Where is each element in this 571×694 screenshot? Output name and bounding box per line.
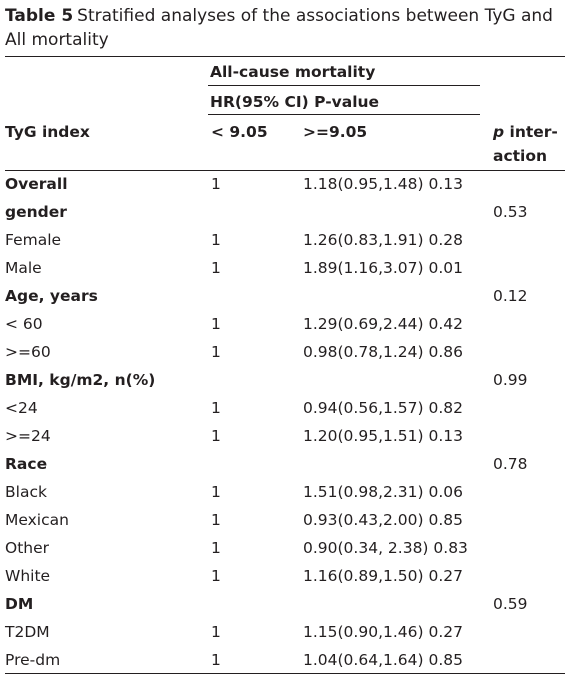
row-ref-low: 1	[211, 567, 221, 585]
row-label: <24	[5, 399, 38, 417]
row-label: Race	[5, 455, 48, 473]
table-row: Female 1 1.26(0.83,1.91) 0.28	[0, 230, 571, 254]
row-hr-high: 0.94(0.56,1.57) 0.82	[303, 399, 463, 417]
row-ref-low: 1	[211, 483, 221, 501]
row-hr-high: 0.98(0.78,1.24) 0.86	[303, 343, 463, 361]
table-row: Mexican 1 0.93(0.43,2.00) 0.85	[0, 510, 571, 534]
row-label: Overall	[5, 175, 68, 193]
table-row: Male 1 1.89(1.16,3.07) 0.01	[0, 258, 571, 282]
col-header-p-rest: inter-	[504, 123, 558, 141]
col-header-low: < 9.05	[211, 123, 268, 141]
row-p-interaction: 0.99	[493, 371, 528, 389]
table-row: Overall 1 1.18(0.95,1.48) 0.13	[0, 174, 571, 198]
top-rule	[5, 56, 565, 57]
table-caption-text: Stratified analyses of the associations …	[5, 6, 553, 50]
table-row: BMI, kg/m2, n(%) 0.99	[0, 370, 571, 394]
table-row: White 1 1.16(0.89,1.50) 0.27	[0, 566, 571, 590]
header-bottom-rule	[5, 170, 565, 171]
table-row: >=24 1 1.20(0.95,1.51) 0.13	[0, 426, 571, 450]
row-p-interaction: 0.78	[493, 455, 528, 473]
row-label: < 60	[5, 315, 43, 333]
row-label: Black	[5, 483, 47, 501]
row-label: Pre-dm	[5, 651, 61, 669]
bottom-rule	[5, 673, 565, 674]
row-ref-low: 1	[211, 175, 221, 193]
table-row: Other 1 0.90(0.34, 2.38) 0.83	[0, 538, 571, 562]
col-header-p-letter: p	[493, 123, 505, 141]
row-hr-high: 1.29(0.69,2.44) 0.42	[303, 315, 463, 333]
row-ref-low: 1	[211, 399, 221, 417]
row-ref-low: 1	[211, 315, 221, 333]
row-ref-low: 1	[211, 623, 221, 641]
table-row: < 60 1 1.29(0.69,2.44) 0.42	[0, 314, 571, 338]
row-label: >=60	[5, 343, 51, 361]
table-row: T2DM 1 1.15(0.90,1.46) 0.27	[0, 622, 571, 646]
sub-header-rule	[208, 114, 480, 115]
row-hr-high: 0.90(0.34, 2.38) 0.83	[303, 539, 468, 557]
table-row: >=60 1 0.98(0.78,1.24) 0.86	[0, 342, 571, 366]
row-hr-high: 0.93(0.43,2.00) 0.85	[303, 511, 463, 529]
col-header-p-interaction: p inter-	[493, 122, 558, 142]
sub-header: HR(95% CI) P-value	[210, 93, 380, 111]
row-ref-low: 1	[211, 651, 221, 669]
table-caption: Table 5 Stratified analyses of the associ…	[5, 4, 565, 52]
table-row: Black 1 1.51(0.98,2.31) 0.06	[0, 482, 571, 506]
table-caption-label: Table 5	[5, 6, 74, 26]
table-row: Age, years 0.12	[0, 286, 571, 310]
row-label: Age, years	[5, 287, 98, 305]
row-ref-low: 1	[211, 539, 221, 557]
row-ref-low: 1	[211, 511, 221, 529]
row-label: Male	[5, 259, 42, 277]
row-p-interaction: 0.53	[493, 203, 528, 221]
row-ref-low: 1	[211, 259, 221, 277]
row-label: >=24	[5, 427, 51, 445]
row-label: T2DM	[5, 623, 50, 641]
table-row: Pre-dm 1 1.04(0.64,1.64) 0.85	[0, 650, 571, 674]
row-hr-high: 1.04(0.64,1.64) 0.85	[303, 651, 463, 669]
col-header-p-line2: action	[493, 147, 548, 165]
row-p-interaction: 0.12	[493, 287, 528, 305]
table-row: <24 1 0.94(0.56,1.57) 0.82	[0, 398, 571, 422]
row-hr-high: 1.15(0.90,1.46) 0.27	[303, 623, 463, 641]
group-header: All-cause mortality	[210, 63, 376, 81]
group-header-rule	[208, 85, 480, 86]
table-row: DM 0.59	[0, 594, 571, 618]
col-header-tyg-index: TyG index	[5, 123, 90, 141]
row-hr-high: 1.20(0.95,1.51) 0.13	[303, 427, 463, 445]
row-ref-low: 1	[211, 343, 221, 361]
row-hr-high: 1.51(0.98,2.31) 0.06	[303, 483, 463, 501]
row-hr-high: 1.16(0.89,1.50) 0.27	[303, 567, 463, 585]
row-label: Mexican	[5, 511, 69, 529]
row-hr-high: 1.89(1.16,3.07) 0.01	[303, 259, 463, 277]
table-row: gender 0.53	[0, 202, 571, 226]
row-hr-high: 1.18(0.95,1.48) 0.13	[303, 175, 463, 193]
row-p-interaction: 0.59	[493, 595, 528, 613]
row-label: White	[5, 567, 51, 585]
row-label: Other	[5, 539, 50, 557]
row-label: Female	[5, 231, 62, 249]
row-ref-low: 1	[211, 231, 221, 249]
col-header-high: >=9.05	[303, 123, 368, 141]
row-ref-low: 1	[211, 427, 221, 445]
table-row: Race 0.78	[0, 454, 571, 478]
row-label: DM	[5, 595, 34, 613]
row-label: gender	[5, 203, 67, 221]
row-label: BMI, kg/m2, n(%)	[5, 371, 156, 389]
row-hr-high: 1.26(0.83,1.91) 0.28	[303, 231, 463, 249]
